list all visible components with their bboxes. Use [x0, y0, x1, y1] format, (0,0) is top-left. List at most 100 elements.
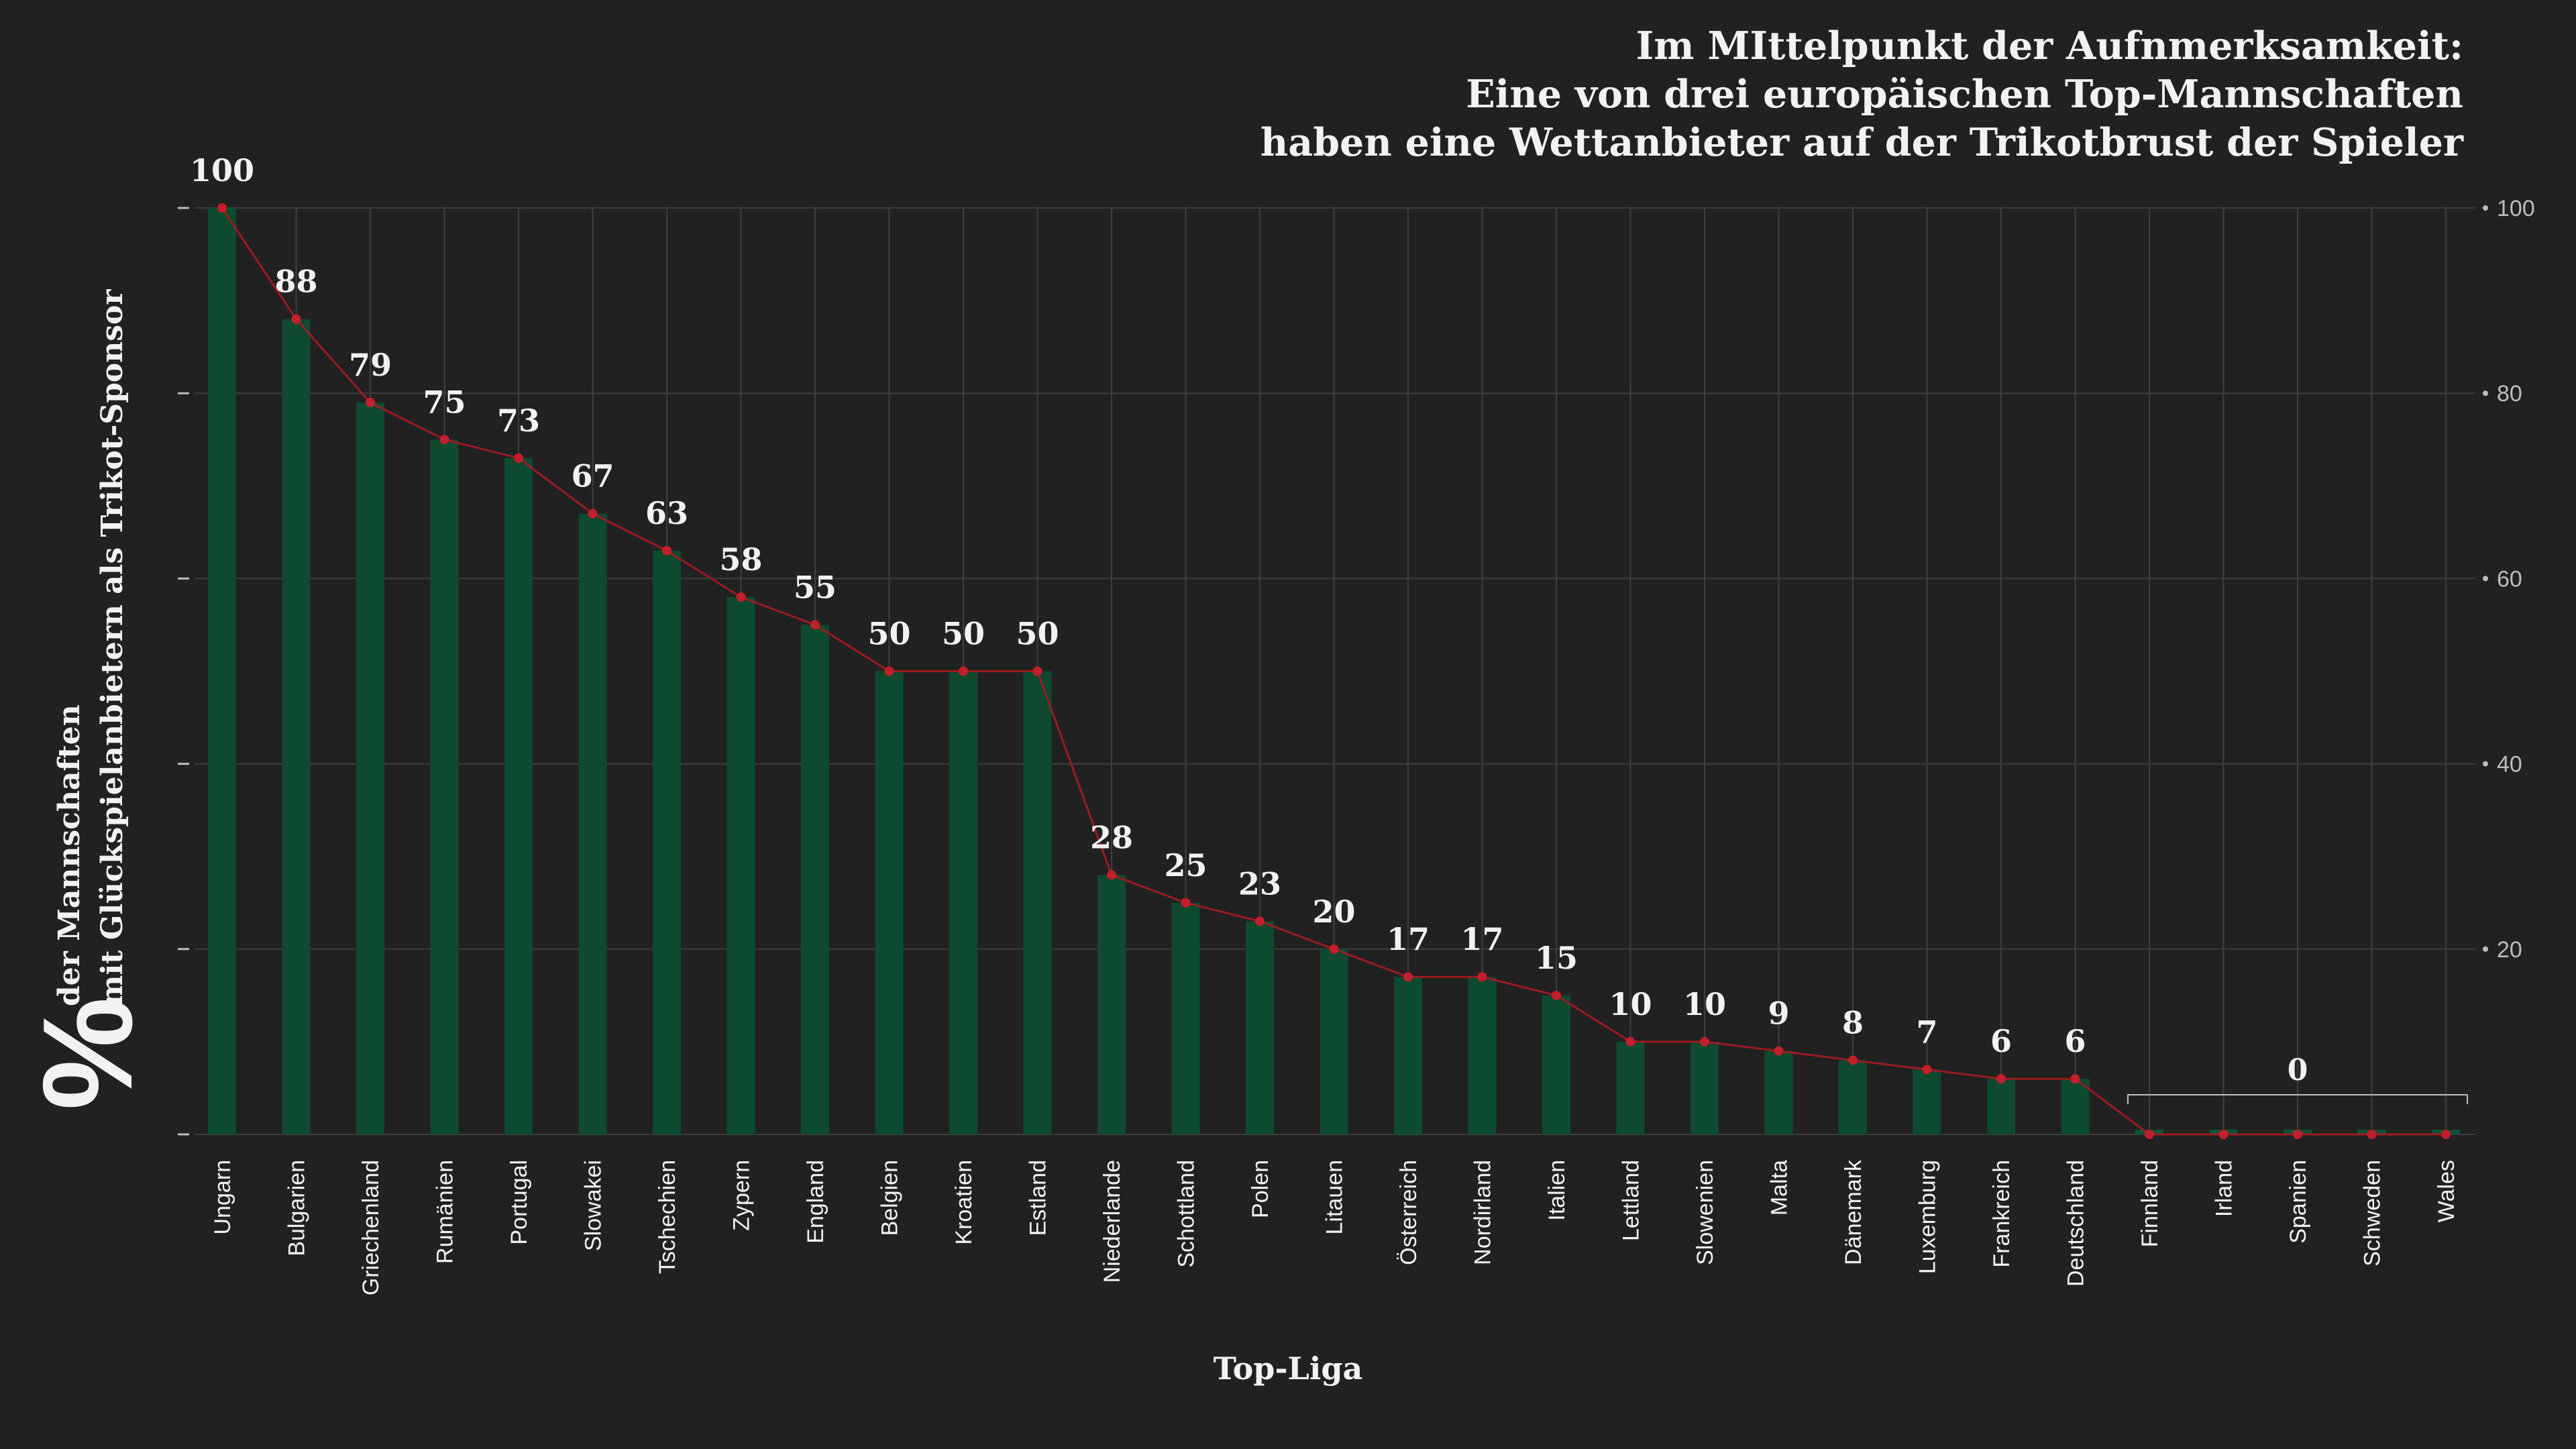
data-label: 23 — [1238, 865, 1281, 902]
data-label: 79 — [349, 347, 392, 383]
data-label: 25 — [1164, 847, 1207, 883]
x-tick-label: Bulgarien — [284, 1160, 310, 1256]
bar — [356, 402, 384, 1134]
data-label: 10 — [1609, 986, 1652, 1022]
series-marker — [439, 435, 449, 445]
data-label: 17 — [1460, 921, 1503, 957]
x-tick-label: Luxemburg — [1915, 1160, 1941, 1274]
bar — [430, 439, 459, 1134]
series-marker — [514, 453, 523, 463]
series-marker — [1403, 972, 1413, 982]
x-tick-label: Litauen — [1322, 1160, 1348, 1235]
bar — [727, 597, 755, 1134]
data-label: 63 — [645, 495, 688, 531]
bar — [1097, 875, 1126, 1134]
bar — [1023, 671, 1052, 1134]
x-tick-label: Rumänien — [433, 1160, 458, 1264]
y-tick-label: 20 — [2497, 937, 2522, 963]
chart-title-line-1: Im MIttelpunkt der Aufnmerksamkeit: — [1636, 23, 2463, 68]
bar — [1690, 1041, 1719, 1134]
bar — [1542, 995, 1570, 1134]
bar — [1839, 1060, 1867, 1134]
bar — [208, 208, 236, 1134]
y-tick-label: 60 — [2497, 566, 2522, 592]
series-marker — [291, 314, 301, 324]
x-tick-label: Dänemark — [1841, 1159, 1866, 1265]
x-tick-label: Polen — [1248, 1160, 1273, 1218]
data-label: 67 — [571, 458, 614, 494]
y-tick-label: 40 — [2497, 752, 2522, 777]
x-tick-label: Portugal — [506, 1160, 532, 1245]
bar — [801, 625, 829, 1134]
series-marker — [662, 545, 672, 555]
series-marker — [2293, 1130, 2302, 1139]
x-tick-label: Belgien — [877, 1160, 903, 1236]
series-marker — [1922, 1065, 1932, 1075]
x-tick-label: Tschechien — [655, 1160, 680, 1274]
chart-title-line-2: Eine von drei europäischen Top-Mannschaf… — [1466, 72, 2463, 117]
series-marker — [2218, 1130, 2229, 1139]
bar — [1320, 949, 1348, 1134]
y-tick-mark-right — [2483, 761, 2488, 767]
bar — [1171, 902, 1200, 1134]
y-axis-percent-symbol: % — [17, 997, 159, 1110]
y-axis-label-line-1: der Mannschaften — [52, 704, 87, 1006]
x-tick-label: Finnland — [2137, 1160, 2163, 1247]
data-label: 6 — [2064, 1023, 2086, 1059]
bar — [1913, 1069, 1941, 1134]
data-label: 50 — [942, 616, 985, 652]
bars — [208, 208, 2460, 1135]
bar — [282, 319, 311, 1135]
data-label: 58 — [719, 541, 762, 578]
bar — [1616, 1041, 1645, 1134]
zero-group-label: 0 — [2288, 1053, 2308, 1087]
series-marker — [2441, 1130, 2451, 1139]
series-marker — [1329, 944, 1339, 954]
y-tick-labels: 20 40 60 80 100 — [2497, 196, 2535, 963]
series-marker — [2145, 1130, 2154, 1139]
series-line — [217, 203, 2451, 1139]
y-axis-label-line-2: mit Glückspielanbietern als Trikot-Spons… — [95, 289, 129, 1006]
x-tick-label: Lettland — [1619, 1160, 1644, 1241]
data-label: 50 — [867, 616, 910, 652]
series-marker — [366, 398, 375, 408]
series-marker — [2367, 1130, 2377, 1139]
x-tick-label: Slowakei — [581, 1160, 606, 1251]
series-marker — [2070, 1074, 2080, 1084]
data-label: 50 — [1016, 616, 1059, 652]
x-tick-label: Slowenien — [1693, 1160, 1718, 1265]
x-tick-label: Deutschland — [2063, 1160, 2089, 1287]
series-marker — [884, 666, 894, 676]
x-tick-label: Frankreich — [1989, 1160, 2015, 1268]
bar — [949, 671, 977, 1134]
x-tick-label: Estland — [1026, 1160, 1051, 1236]
data-label: 20 — [1312, 894, 1355, 930]
data-label: 10 — [1683, 986, 1726, 1022]
bar — [1246, 921, 1274, 1134]
x-tick-label: Spanien — [2286, 1160, 2311, 1244]
x-tick-label: Irland — [2212, 1160, 2237, 1217]
series-marker — [1255, 916, 1265, 926]
y-tick-mark-right — [2483, 576, 2488, 582]
series-marker — [217, 203, 227, 213]
series-marker — [810, 620, 820, 630]
data-label: 100 — [190, 152, 254, 189]
bar — [1468, 977, 1497, 1134]
x-tick-label: Wales — [2434, 1160, 2459, 1222]
x-tick-label: Kroatien — [951, 1160, 977, 1245]
data-label: 6 — [1990, 1023, 2012, 1059]
series-marker — [959, 666, 968, 676]
data-label: 28 — [1090, 819, 1133, 855]
zero-group-bracket — [2127, 1094, 2468, 1104]
bar — [653, 550, 681, 1134]
x-tick-labels: Ungarn Bulgarien Griechenland Rumänien Portu… — [210, 1159, 2459, 1295]
chart-title-line-3: haben eine Wettanbieter auf der Trikotbr… — [1260, 120, 2464, 165]
y-tick-label: 100 — [2497, 196, 2535, 221]
x-axis-label: Top-Liga — [1214, 1350, 1363, 1387]
series-marker — [1181, 898, 1191, 908]
data-label: 8 — [1842, 1005, 1864, 1041]
x-tick-label: Italien — [1544, 1160, 1570, 1221]
x-tick-label: England — [803, 1160, 828, 1244]
